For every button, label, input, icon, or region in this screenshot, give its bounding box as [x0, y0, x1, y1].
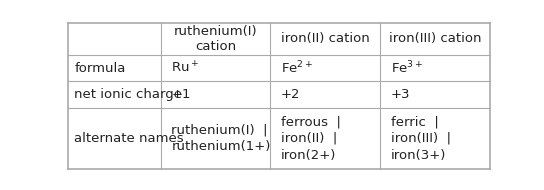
Text: +2: +2	[281, 88, 300, 101]
Text: iron(II)  |: iron(II) |	[281, 132, 337, 145]
Text: +1: +1	[171, 88, 191, 101]
Text: +3: +3	[391, 88, 410, 101]
Text: iron(3+): iron(3+)	[391, 149, 446, 162]
Text: ferric  |: ferric |	[391, 115, 438, 128]
Text: ruthenium(I)
cation: ruthenium(I) cation	[174, 25, 257, 53]
Text: Fe$^{3+}$: Fe$^{3+}$	[391, 60, 423, 76]
Text: iron(III)  |: iron(III) |	[391, 132, 450, 145]
Text: Ru$^+$: Ru$^+$	[171, 60, 200, 76]
Text: ruthenium(I)  |: ruthenium(I) |	[171, 124, 268, 136]
Text: iron(2+): iron(2+)	[281, 149, 336, 162]
Text: alternate names: alternate names	[75, 132, 184, 145]
Text: ruthenium(1+): ruthenium(1+)	[171, 140, 271, 153]
Text: net ionic charge: net ionic charge	[75, 88, 182, 101]
Text: formula: formula	[75, 62, 126, 75]
Text: Fe$^{2+}$: Fe$^{2+}$	[281, 60, 313, 76]
Text: iron(III) cation: iron(III) cation	[388, 32, 481, 45]
Text: ferrous  |: ferrous |	[281, 115, 341, 128]
Text: iron(II) cation: iron(II) cation	[281, 32, 369, 45]
